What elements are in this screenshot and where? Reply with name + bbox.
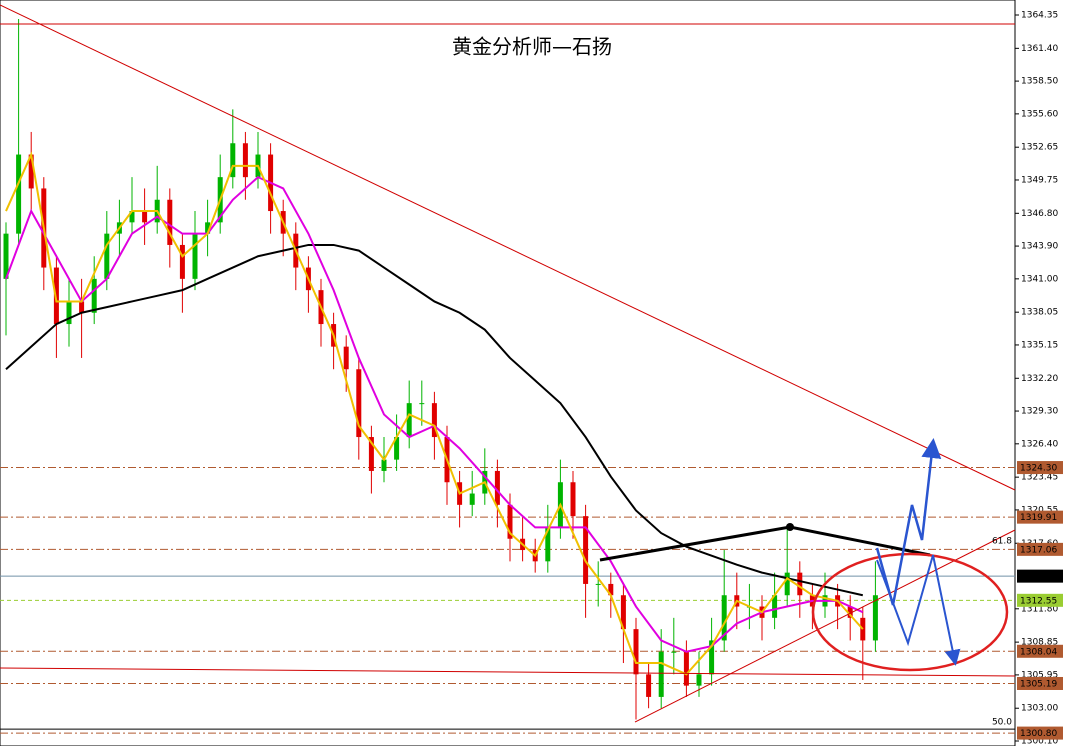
level-box	[1017, 726, 1063, 740]
candle-body	[167, 199, 173, 245]
candle-body	[381, 459, 387, 471]
candle-body	[633, 629, 639, 675]
candle-body	[620, 595, 626, 630]
y-tick-label: 1326.40	[1021, 439, 1058, 449]
candle-body	[79, 301, 85, 313]
level-box	[1017, 461, 1063, 475]
candle-body	[142, 211, 148, 223]
level-box	[1017, 676, 1063, 690]
level-box	[1017, 569, 1063, 583]
candle-body	[16, 154, 22, 234]
y-tick-label: 1311.80	[1021, 604, 1058, 614]
candle-body	[683, 651, 689, 686]
candle-body	[721, 595, 727, 641]
level-box	[1017, 593, 1063, 607]
candle-body	[507, 504, 513, 539]
pivot-dot	[786, 523, 794, 531]
level-box	[1017, 644, 1063, 658]
support-line	[0, 667, 1016, 677]
candle-body	[570, 482, 576, 517]
chart-title: 黄金分析师—石扬	[452, 35, 612, 59]
y-tick-label: 1355.60	[1021, 109, 1058, 119]
candle-body	[104, 233, 110, 279]
fib-label: 61.8	[992, 536, 1012, 546]
y-tick-label: 1349.75	[1021, 175, 1058, 185]
candle-body	[419, 403, 425, 405]
candle-body	[847, 606, 853, 618]
candle-body	[784, 572, 790, 596]
candle-body	[205, 222, 211, 234]
candle-body	[872, 595, 878, 641]
candle-body	[545, 527, 551, 562]
y-tick-label: 1320.55	[1021, 505, 1058, 515]
candle-body	[28, 154, 34, 189]
y-tick-label: 1352.65	[1021, 143, 1058, 153]
y-tick-label: 1358.50	[1021, 77, 1058, 87]
candle-body	[394, 437, 400, 460]
candle-body	[797, 572, 803, 596]
candle-body	[343, 346, 349, 370]
drawings	[0, 4, 1016, 723]
y-tick-label: 1361.40	[1021, 44, 1058, 54]
y-tick-label: 1303.00	[1021, 704, 1058, 714]
candle-body	[230, 143, 236, 178]
bear-path-arrow	[876, 554, 961, 666]
candle-body	[696, 674, 702, 686]
level-label: 1324.30	[1020, 464, 1057, 474]
up-trendline	[634, 529, 1016, 723]
y-tick-label: 1338.05	[1021, 308, 1058, 318]
candle-body	[646, 674, 652, 697]
candle-body	[406, 403, 412, 438]
y-tick-label: 1346.80	[1021, 209, 1058, 219]
level-label: 1314.69	[1020, 572, 1057, 582]
candle-body	[356, 369, 362, 438]
level-label: 1308.04	[1020, 647, 1057, 657]
candle-body	[595, 583, 601, 585]
y-tick-label: 1332.20	[1021, 374, 1058, 384]
moving-average	[5, 151, 864, 676]
level-label: 1312.55	[1020, 596, 1057, 606]
focus-ellipse	[811, 552, 1009, 672]
y-tick-label: 1305.95	[1021, 670, 1058, 680]
y-tick-label: 1329.30	[1021, 407, 1058, 417]
y-tick-label: 1300.10	[1021, 737, 1058, 746]
level-box	[1017, 510, 1063, 524]
level-box	[1017, 542, 1063, 556]
candle-body	[3, 233, 9, 279]
candle-body	[129, 211, 135, 223]
candle-body	[179, 244, 185, 279]
plot-frame	[0, 0, 1016, 746]
y-tick-label: 1335.15	[1021, 340, 1058, 350]
fib-label: 50.0	[992, 718, 1012, 728]
candle-body	[772, 595, 778, 618]
candle-body	[709, 640, 715, 675]
moving-averages	[5, 151, 864, 676]
y-tick-label: 1343.90	[1021, 242, 1058, 252]
candle-body	[66, 301, 72, 325]
y-tick-label: 1341.00	[1021, 274, 1058, 284]
candle-body	[242, 143, 248, 178]
candle-body	[608, 583, 614, 596]
level-label: 1319.91	[1020, 513, 1057, 523]
y-tick-label: 1364.35	[1021, 11, 1058, 21]
candle-body	[469, 493, 475, 505]
level-label: 1300.80	[1020, 729, 1057, 739]
candle-body	[671, 651, 677, 653]
level-label: 1305.19	[1020, 679, 1057, 689]
candle-body	[91, 278, 97, 313]
candle-body	[192, 233, 198, 279]
candle-body	[583, 516, 589, 584]
y-tick-label: 1308.85	[1021, 638, 1058, 648]
candle-body	[431, 403, 437, 438]
candle-body	[368, 437, 374, 471]
candle-body	[658, 651, 664, 697]
y-tick-label: 1323.45	[1021, 473, 1058, 483]
down-trendline	[0, 4, 1016, 491]
price-axis: 1364.35 1361.40 1358.50 1355.60 1352.65 1349.…	[992, 11, 1063, 746]
moving-average	[5, 243, 864, 597]
level-label: 1317.06	[1020, 545, 1057, 555]
candle-body	[494, 470, 500, 505]
